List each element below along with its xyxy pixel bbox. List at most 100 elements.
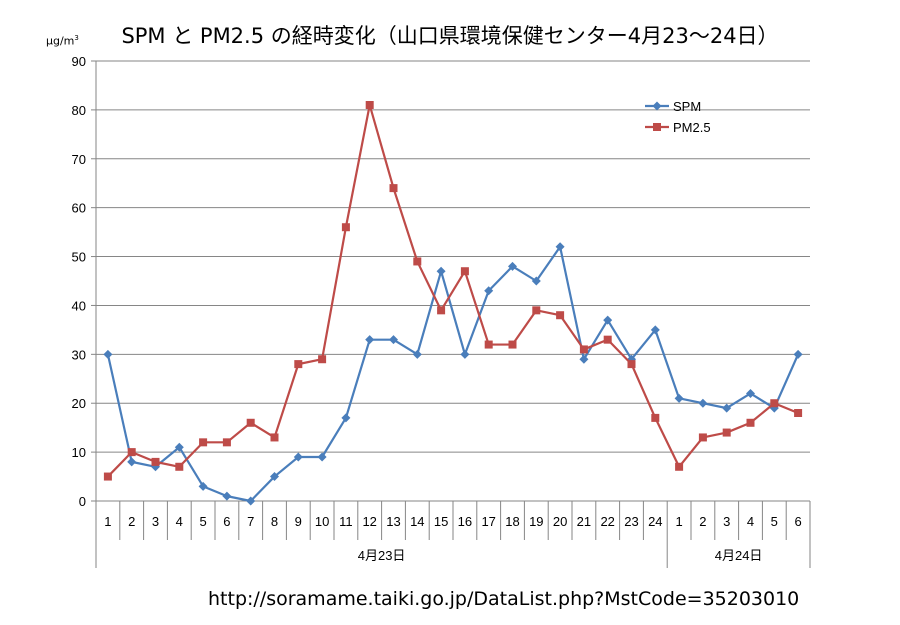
data-point xyxy=(270,433,279,442)
data-point xyxy=(603,315,613,325)
data-point xyxy=(746,388,755,398)
data-point xyxy=(174,442,184,452)
data-point xyxy=(270,472,279,482)
data-point xyxy=(198,481,208,491)
unit-label: µg/m3 xyxy=(46,34,79,48)
data-point xyxy=(389,335,398,345)
data-point xyxy=(460,267,469,276)
x-tick-label: 17 xyxy=(481,514,495,529)
x-tick-label: 5 xyxy=(199,514,206,529)
x-tick-label: 19 xyxy=(529,514,543,529)
data-point xyxy=(698,398,708,408)
data-point xyxy=(151,457,160,466)
x-tick-label: 16 xyxy=(458,514,472,529)
data-point xyxy=(127,457,137,467)
data-point xyxy=(556,311,565,320)
data-point xyxy=(222,491,232,501)
source-url: http://soramame.taiki.go.jp/DataList.php… xyxy=(208,588,800,610)
data-point xyxy=(484,286,494,296)
x-tick-label: 23 xyxy=(624,514,638,529)
x-tick-label: 1 xyxy=(104,514,111,529)
x-tick-label: 4 xyxy=(176,514,183,529)
data-point xyxy=(317,452,327,462)
x-tick-label: 3 xyxy=(152,514,159,529)
x-tick-label: 20 xyxy=(553,514,567,529)
y-tick-label: 50 xyxy=(72,250,86,265)
x-tick-label: 18 xyxy=(505,514,519,529)
data-point xyxy=(222,438,231,447)
data-point xyxy=(746,418,755,427)
y-tick-label: 70 xyxy=(72,152,86,167)
y-tick-label: 0 xyxy=(79,494,86,509)
y-tick-label: 20 xyxy=(72,396,86,411)
data-point xyxy=(341,413,351,423)
data-point xyxy=(674,393,684,403)
data-point xyxy=(627,360,636,369)
data-point xyxy=(698,433,707,442)
x-tick-label: 21 xyxy=(577,514,591,529)
data-point xyxy=(722,428,731,437)
data-point xyxy=(555,242,565,252)
data-point xyxy=(484,340,493,349)
x-tick-label: 6 xyxy=(794,514,801,529)
data-point xyxy=(650,325,660,335)
data-point xyxy=(175,462,184,471)
x-tick-label: 4 xyxy=(747,514,754,529)
x-tick-label: 14 xyxy=(410,514,424,529)
data-point xyxy=(103,472,112,481)
data-point xyxy=(365,335,375,345)
data-point xyxy=(365,101,374,109)
data-point xyxy=(652,101,662,111)
data-point xyxy=(579,354,589,364)
x-tick-label: 5 xyxy=(771,514,778,529)
x-tick-label: 2 xyxy=(128,514,135,529)
series-pm2-5 xyxy=(103,101,803,481)
series-line xyxy=(107,103,799,478)
data-point xyxy=(675,462,684,471)
data-point xyxy=(412,349,422,359)
x-tick-label: 7 xyxy=(247,514,254,529)
data-point xyxy=(436,266,446,276)
data-point xyxy=(770,399,779,408)
data-point xyxy=(246,418,255,427)
x-tick-label: 2 xyxy=(699,514,706,529)
legend-label: SPM xyxy=(673,99,701,114)
data-point xyxy=(341,223,350,232)
data-point xyxy=(437,306,446,315)
y-tick-label: 30 xyxy=(72,347,86,362)
data-point xyxy=(508,261,517,271)
data-point xyxy=(531,276,541,286)
y-tick-label: 40 xyxy=(72,298,86,313)
data-point xyxy=(246,496,256,506)
data-point xyxy=(103,349,113,359)
unit-exponent: 3 xyxy=(74,34,79,42)
data-point xyxy=(294,360,303,369)
data-point xyxy=(794,409,803,417)
data-point xyxy=(413,257,422,266)
series-spm xyxy=(103,242,803,506)
data-point xyxy=(579,345,588,354)
data-point xyxy=(127,448,136,457)
x-tick-label: 22 xyxy=(600,514,614,529)
series-lines xyxy=(103,101,803,506)
x-tick-label: 10 xyxy=(315,514,329,529)
y-tick-label: 10 xyxy=(72,445,86,460)
x-tick-label: 13 xyxy=(386,514,400,529)
data-point xyxy=(199,438,208,447)
x-tick-label: 3 xyxy=(723,514,730,529)
legend-entry: SPM xyxy=(645,99,701,114)
x-tick-label: 24 xyxy=(648,514,662,529)
data-point xyxy=(508,340,517,349)
y-tick-label: 90 xyxy=(72,54,86,69)
legend-label: PM2.5 xyxy=(673,120,711,135)
x-tick-label: 9 xyxy=(295,514,302,529)
y-tick-label: 60 xyxy=(72,201,86,216)
chart-title: SPM と PM2.5 の経時変化（山口県環境保健センター4月23～24日） xyxy=(121,24,779,48)
data-point xyxy=(793,349,803,359)
x-tick-label: 1 xyxy=(675,514,682,529)
data-point xyxy=(318,355,327,364)
legend: SPM PM2.5 xyxy=(645,99,711,135)
group-label: 4月24日 xyxy=(715,548,763,563)
x-tick-label: 6 xyxy=(223,514,230,529)
data-point xyxy=(651,413,660,422)
